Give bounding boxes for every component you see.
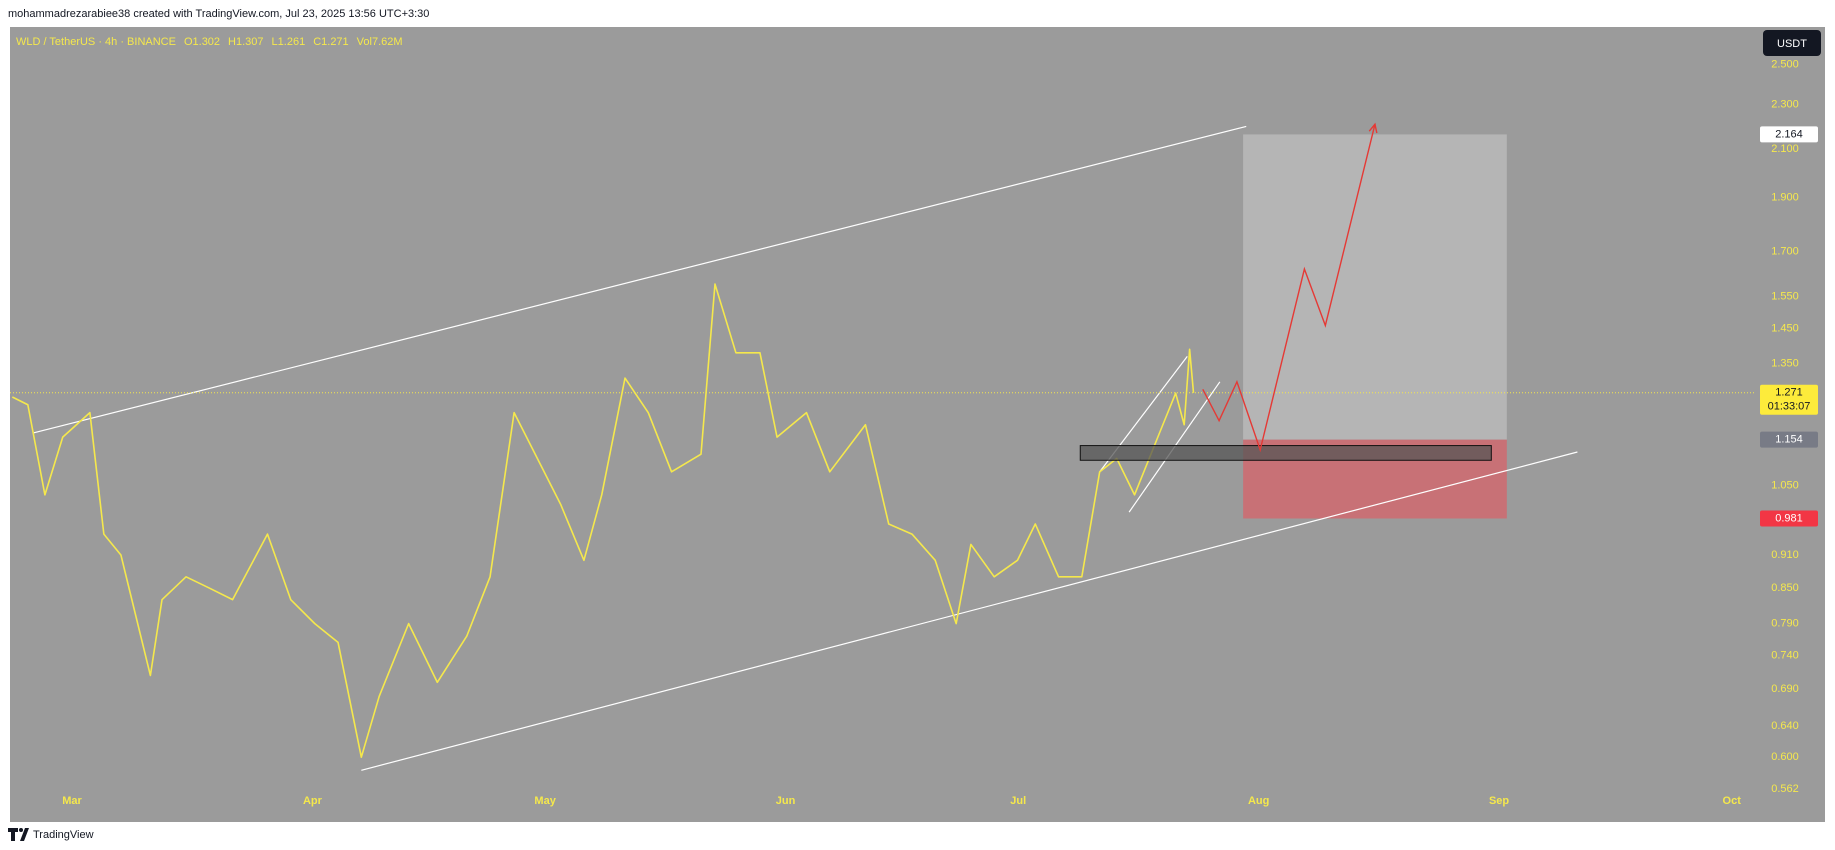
- x-tick-label: Apr: [303, 795, 323, 807]
- legend-value: 7.62M: [372, 36, 403, 48]
- y-tick-label: 1.700: [1771, 245, 1799, 257]
- legend-value: 1.271: [321, 36, 349, 48]
- projection-arrowhead: [1368, 122, 1378, 134]
- last-price-label: 1.271: [1775, 387, 1803, 399]
- y-tick-label: 0.562: [1771, 783, 1799, 795]
- y-tick-label: 1.900: [1771, 191, 1799, 203]
- legend-value: 1.307: [236, 36, 264, 48]
- x-tick-label: Jul: [1010, 795, 1026, 807]
- target-label-box: [1760, 126, 1818, 143]
- last-price-label-countdown: 01:33:07: [1768, 401, 1811, 413]
- x-tick-label: Mar: [62, 795, 82, 807]
- currency-button[interactable]: [1763, 30, 1821, 56]
- profit-zone: [1243, 134, 1507, 440]
- x-tick-label: Jun: [776, 795, 796, 807]
- y-tick-label: 0.850: [1771, 582, 1799, 594]
- legend-value: 1.302: [193, 36, 221, 48]
- legend-key: L: [272, 36, 278, 48]
- y-tick-label: 1.350: [1771, 357, 1799, 369]
- legend-key: H: [228, 36, 236, 48]
- brand-logo: [8, 828, 29, 841]
- y-tick-label: 2.300: [1771, 99, 1799, 111]
- y-tick-label: 2.100: [1771, 143, 1799, 155]
- legend: WLD / TetherUS · 4h · BINANCE O1.302 H1.30…: [16, 36, 403, 48]
- symbol: WLD / TetherUS · 4h · BINANCE: [16, 36, 176, 48]
- legend-key: C: [313, 36, 321, 48]
- x-tick-label: May: [534, 795, 556, 807]
- legend-key: O: [184, 36, 193, 48]
- trend-line: [361, 451, 1578, 771]
- y-tick-label: 0.910: [1771, 549, 1799, 561]
- y-tick-label: 1.550: [1771, 290, 1799, 302]
- y-tick-label: 0.740: [1771, 649, 1799, 661]
- last-price-label-box: [1760, 384, 1818, 415]
- y-tick-label: 0.790: [1771, 618, 1799, 630]
- y-tick-label: 2.500: [1771, 58, 1799, 70]
- x-tick-label: Aug: [1248, 795, 1269, 807]
- target-label: 2.164: [1775, 128, 1803, 140]
- x-tick-label: Oct: [1723, 795, 1742, 807]
- y-tick-label: 0.600: [1771, 751, 1799, 763]
- chart-background: [10, 27, 1825, 822]
- demand-zone: [1079, 445, 1492, 461]
- currency-label[interactable]: USDT: [1777, 38, 1807, 50]
- x-tick-label: Sep: [1489, 795, 1509, 807]
- y-tick-label: 0.640: [1771, 720, 1799, 732]
- y-tick-label: 1.450: [1771, 323, 1799, 335]
- author-line: mohammadrezarabiee38 created with Tradin…: [8, 8, 429, 20]
- brand: TradingView: [33, 829, 94, 841]
- projection-path: [1202, 124, 1376, 453]
- legend-value: 1.261: [278, 36, 306, 48]
- trend-line: [33, 125, 1247, 434]
- y-tick-label: 1.050: [1771, 479, 1799, 491]
- entry-label: 1.154: [1775, 434, 1803, 446]
- stop-label: 0.981: [1775, 512, 1803, 524]
- entry-label-box: [1760, 431, 1818, 448]
- legend-key: Vol: [357, 36, 372, 48]
- stop-label-box: [1760, 510, 1818, 527]
- y-tick-label: 0.690: [1771, 683, 1799, 695]
- price-line: [11, 283, 1195, 758]
